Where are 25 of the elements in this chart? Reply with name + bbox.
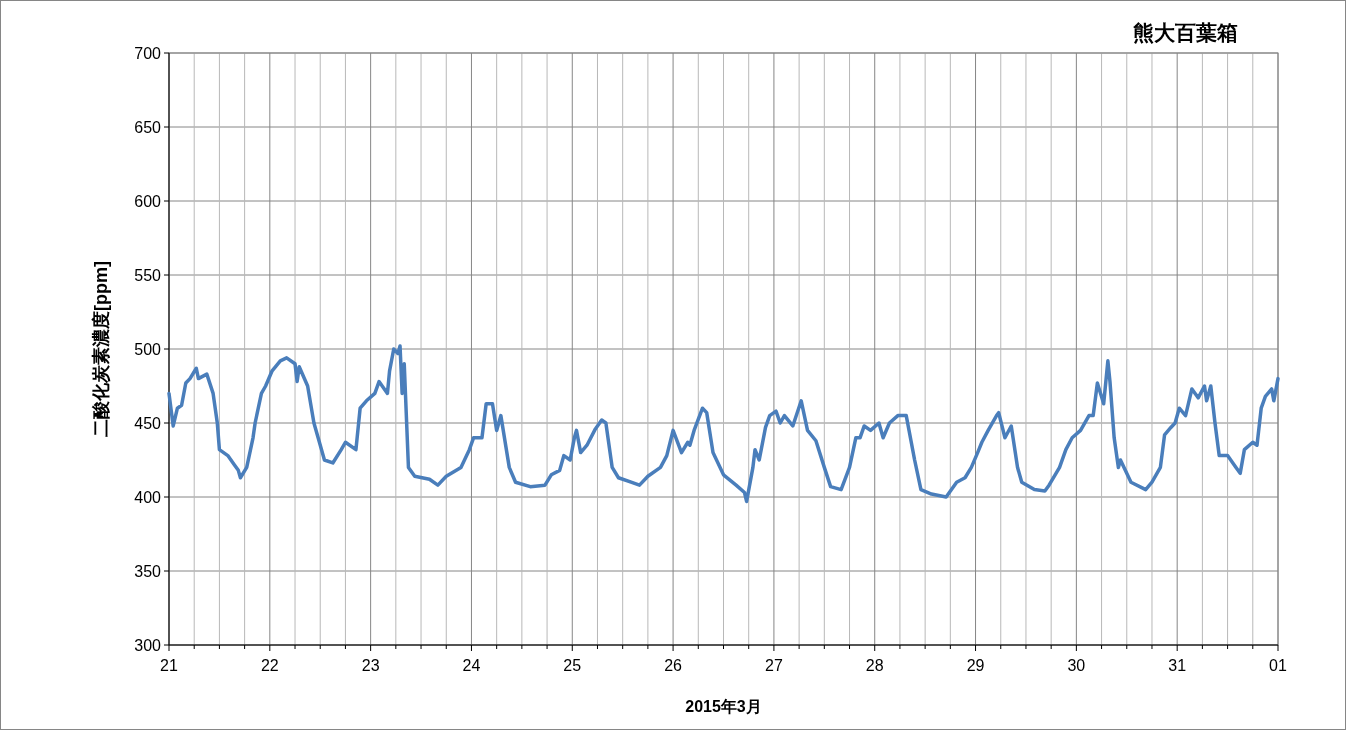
x-tick-label: 23 — [361, 657, 380, 674]
y-tick-label: 600 — [134, 193, 162, 210]
x-tick-label: 01 — [1269, 657, 1287, 674]
y-tick-label: 700 — [134, 45, 162, 62]
x-tick-label: 31 — [1168, 657, 1187, 674]
x-tick-label: 21 — [160, 657, 178, 674]
y-tick-label: 300 — [134, 637, 162, 654]
x-tick-label: 26 — [664, 657, 683, 674]
x-tick-label: 30 — [1067, 657, 1086, 674]
chart-title: 熊大百葉箱 — [1133, 21, 1238, 44]
x-tick-label: 28 — [865, 657, 884, 674]
y-tick-label: 550 — [134, 267, 162, 284]
x-tick-label: 29 — [966, 657, 985, 674]
y-axis-title: 二酸化炭素濃度[ppm] — [91, 261, 111, 437]
x-tick-label: 22 — [260, 657, 279, 674]
y-tick-label: 650 — [134, 119, 162, 136]
y-tick-label: 400 — [134, 489, 162, 506]
y-tick-label: 350 — [134, 563, 162, 580]
line-series — [167, 344, 1280, 504]
x-tick-label: 24 — [462, 657, 481, 674]
x-axis-title: 2015年3月 — [685, 698, 762, 715]
y-tick-label: 500 — [134, 341, 162, 358]
x-tick-label: 25 — [563, 657, 582, 674]
y-tick-label: 450 — [134, 415, 162, 432]
x-tick-label: 27 — [765, 657, 783, 674]
